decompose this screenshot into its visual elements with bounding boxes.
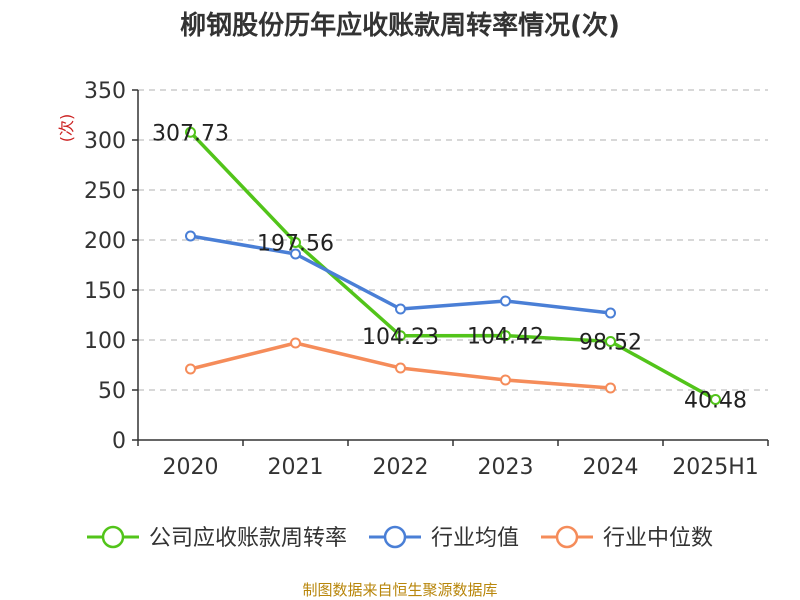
series-2-point <box>500 374 511 386</box>
axes: 0 50 100 150 200 250 300 350 2020 2021 2022 2023 202… <box>84 79 769 480</box>
y-tick-label: 100 <box>84 329 126 354</box>
series-0-point <box>500 330 511 342</box>
series-0-point <box>710 394 721 406</box>
series-0-point <box>185 126 196 138</box>
y-tick-label: 0 <box>112 429 126 454</box>
data-label: 40.48 <box>684 389 747 414</box>
legend: 公司应收账款周转率 行业均值 行业中位数 <box>87 525 713 551</box>
legend-swatch-marker <box>555 525 579 549</box>
series-1-point <box>605 307 616 319</box>
data-label: 98.52 <box>579 330 642 355</box>
series-1-point <box>290 248 301 260</box>
series-1-point <box>395 303 406 315</box>
series-0-point <box>290 236 301 248</box>
y-tick-label: 300 <box>84 129 126 154</box>
grid-lines <box>138 89 768 391</box>
x-tick-label: 2024 <box>583 455 639 480</box>
legend-swatch-marker <box>101 525 125 549</box>
y-tick-label: 200 <box>84 229 126 254</box>
y-tick-label: 150 <box>84 279 126 304</box>
chart-title: 柳钢股份历年应收账款周转率情况(次) <box>180 10 620 41</box>
x-tick-label: 2022 <box>373 455 429 480</box>
series-2-point <box>395 362 406 374</box>
series-1-point <box>185 230 196 242</box>
series-0-point <box>605 335 616 347</box>
series-1-point <box>500 295 511 307</box>
x-tick-label: 2020 <box>163 455 219 480</box>
y-tick-label: 50 <box>98 379 126 404</box>
legend-swatch-marker <box>383 525 407 549</box>
x-tick-label: 2023 <box>478 455 534 480</box>
series-2-point <box>605 382 616 394</box>
data-label: 104.23 <box>362 325 439 350</box>
series-line-0 <box>189 131 717 402</box>
series-0-point <box>395 330 406 342</box>
legend-label: 行业均值 <box>431 526 519 551</box>
legend-label: 公司应收账款周转率 <box>149 526 347 551</box>
data-label: 197.56 <box>257 231 334 256</box>
legend-label: 行业中位数 <box>603 526 713 551</box>
series-line-1 <box>190 234 611 315</box>
series-2-point <box>185 363 196 375</box>
y-tick-label: 250 <box>84 179 126 204</box>
y-axis-unit-label: (次) <box>57 114 76 143</box>
data-label: 307.73 <box>152 121 229 146</box>
x-tick-label: 2025H1 <box>672 455 759 480</box>
y-tick-label: 350 <box>84 79 126 104</box>
data-label: 104.42 <box>467 325 544 350</box>
series-2-point <box>290 337 301 349</box>
data-labels: 307.73 197.56 104.23 104.42 98.52 40.48 <box>152 121 747 413</box>
source-note: 制图数据来自恒生聚源数据库 <box>302 581 497 599</box>
x-tick-label: 2021 <box>268 455 324 480</box>
series-layer <box>185 126 721 406</box>
